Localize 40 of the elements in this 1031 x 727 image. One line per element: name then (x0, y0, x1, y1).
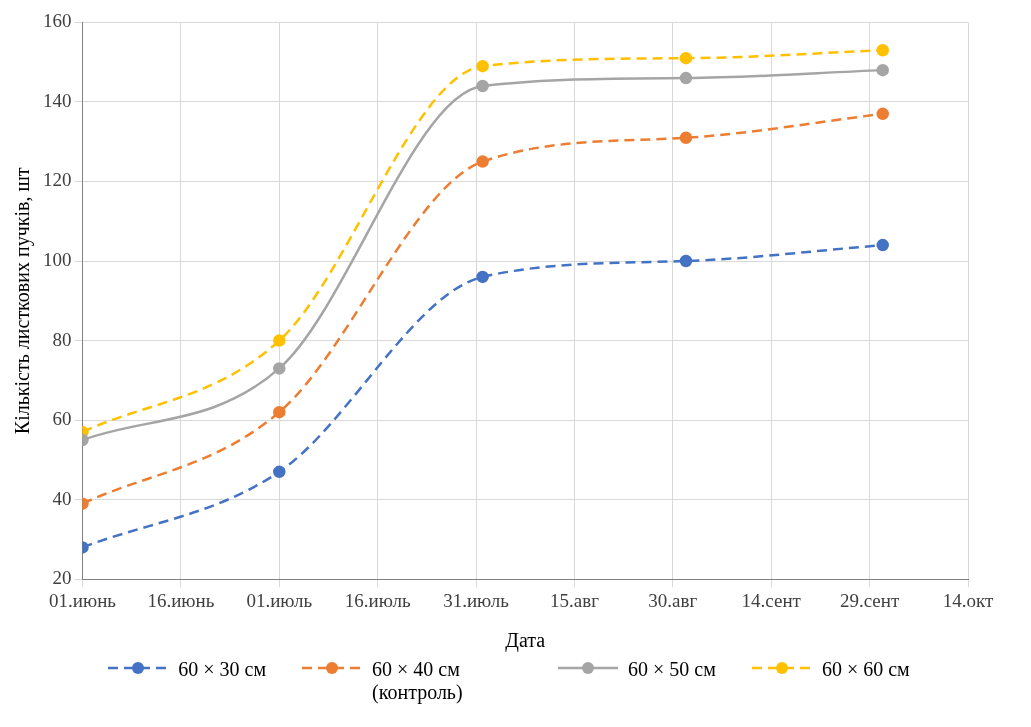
x-tick-label: 31.июль (443, 589, 510, 611)
x-tick-label: 30.авг (648, 589, 698, 611)
legend-label: 60 × 30 см (178, 658, 267, 681)
y-tick-label: 20 (52, 567, 72, 589)
x-axis-title: Дата (505, 629, 546, 653)
point (273, 465, 286, 479)
point (476, 155, 489, 168)
y-tick-label: 120 (43, 169, 72, 191)
y-tick-label: 40 (52, 487, 72, 509)
y-tick-label: 160 (43, 10, 72, 32)
x-tick-label: 01.июль (246, 589, 313, 611)
legend-label: 60 × 50 см (628, 658, 716, 681)
point (273, 334, 286, 347)
y-tick-label: 60 (52, 408, 72, 430)
x-tick-label: 14.окт (942, 589, 994, 611)
x-tick-label: 14.сент (741, 589, 802, 611)
y-tick-label: 80 (52, 328, 72, 350)
point (679, 254, 693, 268)
point (876, 238, 889, 252)
point (679, 71, 693, 85)
y-tick-label: 140 (43, 89, 72, 111)
y-axis-title: Кількість листкових пучків, шт (11, 167, 35, 435)
point (476, 79, 489, 93)
point (476, 59, 489, 73)
x-tick-label: 29.сент (839, 589, 900, 611)
point (679, 51, 693, 65)
point (679, 131, 693, 144)
point (876, 63, 889, 77)
point (876, 107, 889, 121)
point (476, 270, 489, 284)
legend-label: 60 × 60 см (821, 658, 910, 681)
x-tick-label: 15.авг (549, 589, 600, 611)
y-tick-label: 100 (43, 249, 72, 271)
legend-label: 60 × 40 см (контроль) (372, 658, 464, 704)
point (273, 362, 286, 375)
point (876, 43, 889, 57)
x-tick-label: 01.июнь (49, 589, 117, 611)
x-tick-label: 16.июль (344, 589, 411, 611)
point (273, 405, 286, 419)
x-tick-label: 16.июнь (147, 589, 215, 611)
